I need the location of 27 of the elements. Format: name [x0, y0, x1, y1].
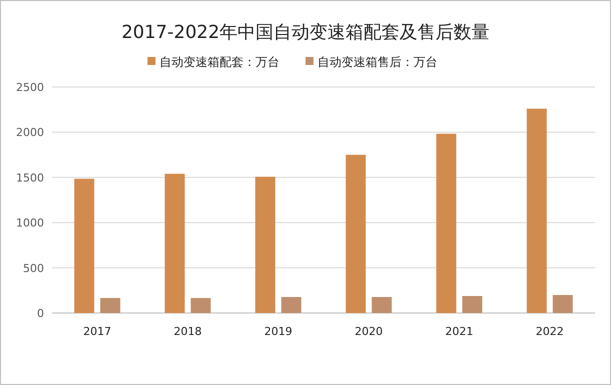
y-tick-label: 1500: [16, 171, 44, 184]
x-tick-label: 2021: [445, 325, 474, 338]
x-tick-label: 2019: [264, 325, 292, 338]
bar: [436, 134, 456, 313]
bar: [462, 296, 482, 313]
bar: [372, 297, 392, 313]
y-tick-label: 1000: [16, 216, 44, 230]
y-tick-label: 2000: [16, 126, 44, 140]
bar: [164, 174, 185, 313]
title: 2017-2022年中国自动变速箱配套及售后数量: [121, 22, 490, 43]
bar: [190, 298, 211, 313]
x-tick-label: 2017: [83, 325, 112, 338]
bar: [100, 298, 120, 313]
legend-label: 自动变速箱售后：万台: [318, 55, 438, 69]
bar: [346, 154, 366, 313]
bar: [74, 178, 94, 313]
y-tick-label: 500: [23, 262, 44, 275]
y-tick-label: 0: [37, 307, 44, 320]
x-tick-label: 2020: [354, 325, 383, 338]
bar: [255, 176, 276, 313]
bar: [281, 297, 302, 313]
bar: [552, 295, 573, 313]
bar: [526, 108, 547, 313]
x-tick-label: 2022: [536, 325, 564, 338]
legend-label: 自动变速箱配套：万台: [160, 55, 280, 69]
x-tick-label: 2018: [174, 325, 202, 338]
y-tick-label: 2500: [16, 81, 44, 94]
